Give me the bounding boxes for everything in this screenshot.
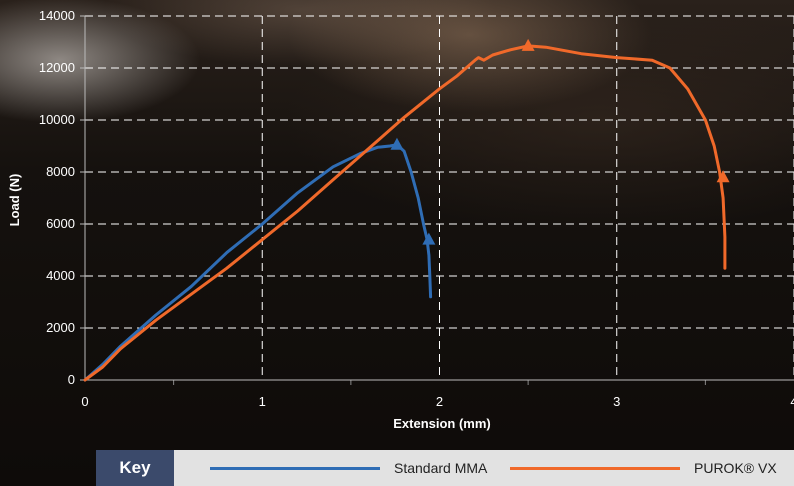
x-tick-label: 2 xyxy=(436,394,443,409)
y-tick-label: 12000 xyxy=(39,60,75,75)
series-line-0 xyxy=(83,143,433,382)
y-tick-label: 0 xyxy=(68,372,75,387)
y-tick-label: 4000 xyxy=(46,268,75,283)
y-axis-label: Load (N) xyxy=(7,174,22,227)
legend-item-standard-mma: Standard MMA xyxy=(210,450,487,486)
axes xyxy=(80,15,794,385)
series-marker-1 xyxy=(716,170,730,183)
y-tick-labels: 0 2000 4000 6000 8000 10000 12000 14000 xyxy=(39,8,75,387)
y-tick-label: 8000 xyxy=(46,164,75,179)
x-tick-label: 4 xyxy=(790,394,794,409)
series-line-1 xyxy=(83,44,727,382)
y-tick-label: 10000 xyxy=(39,112,75,127)
series-marker-0 xyxy=(390,137,404,150)
legend-label-purok-vx: PUROK® VX xyxy=(694,460,777,476)
x-tick-label: 3 xyxy=(613,394,620,409)
x-tick-label: 1 xyxy=(259,394,266,409)
legend-item-purok-vx: PUROK® VX xyxy=(510,450,777,486)
y-tick-label: 2000 xyxy=(46,320,75,335)
series-marker-1 xyxy=(521,38,535,51)
x-tick-label: 0 xyxy=(81,394,88,409)
grid-lines xyxy=(85,15,794,380)
x-tick-labels: 0 1 2 3 4 xyxy=(81,394,794,409)
y-tick-label: 6000 xyxy=(46,216,75,231)
legend-line-standard-mma xyxy=(210,466,380,470)
x-axis-label: Extension (mm) xyxy=(393,416,491,431)
y-tick-label: 14000 xyxy=(39,8,75,23)
series-marker-0 xyxy=(422,232,436,245)
legend-label-standard-mma: Standard MMA xyxy=(394,460,488,476)
legend-line-purok-vx xyxy=(510,466,680,470)
data-series xyxy=(83,38,730,382)
load-extension-chart: 0 2000 4000 6000 8000 10000 12000 14000 0 1 2 3 4 E… xyxy=(7,8,794,431)
legend-title: Key xyxy=(96,450,174,486)
